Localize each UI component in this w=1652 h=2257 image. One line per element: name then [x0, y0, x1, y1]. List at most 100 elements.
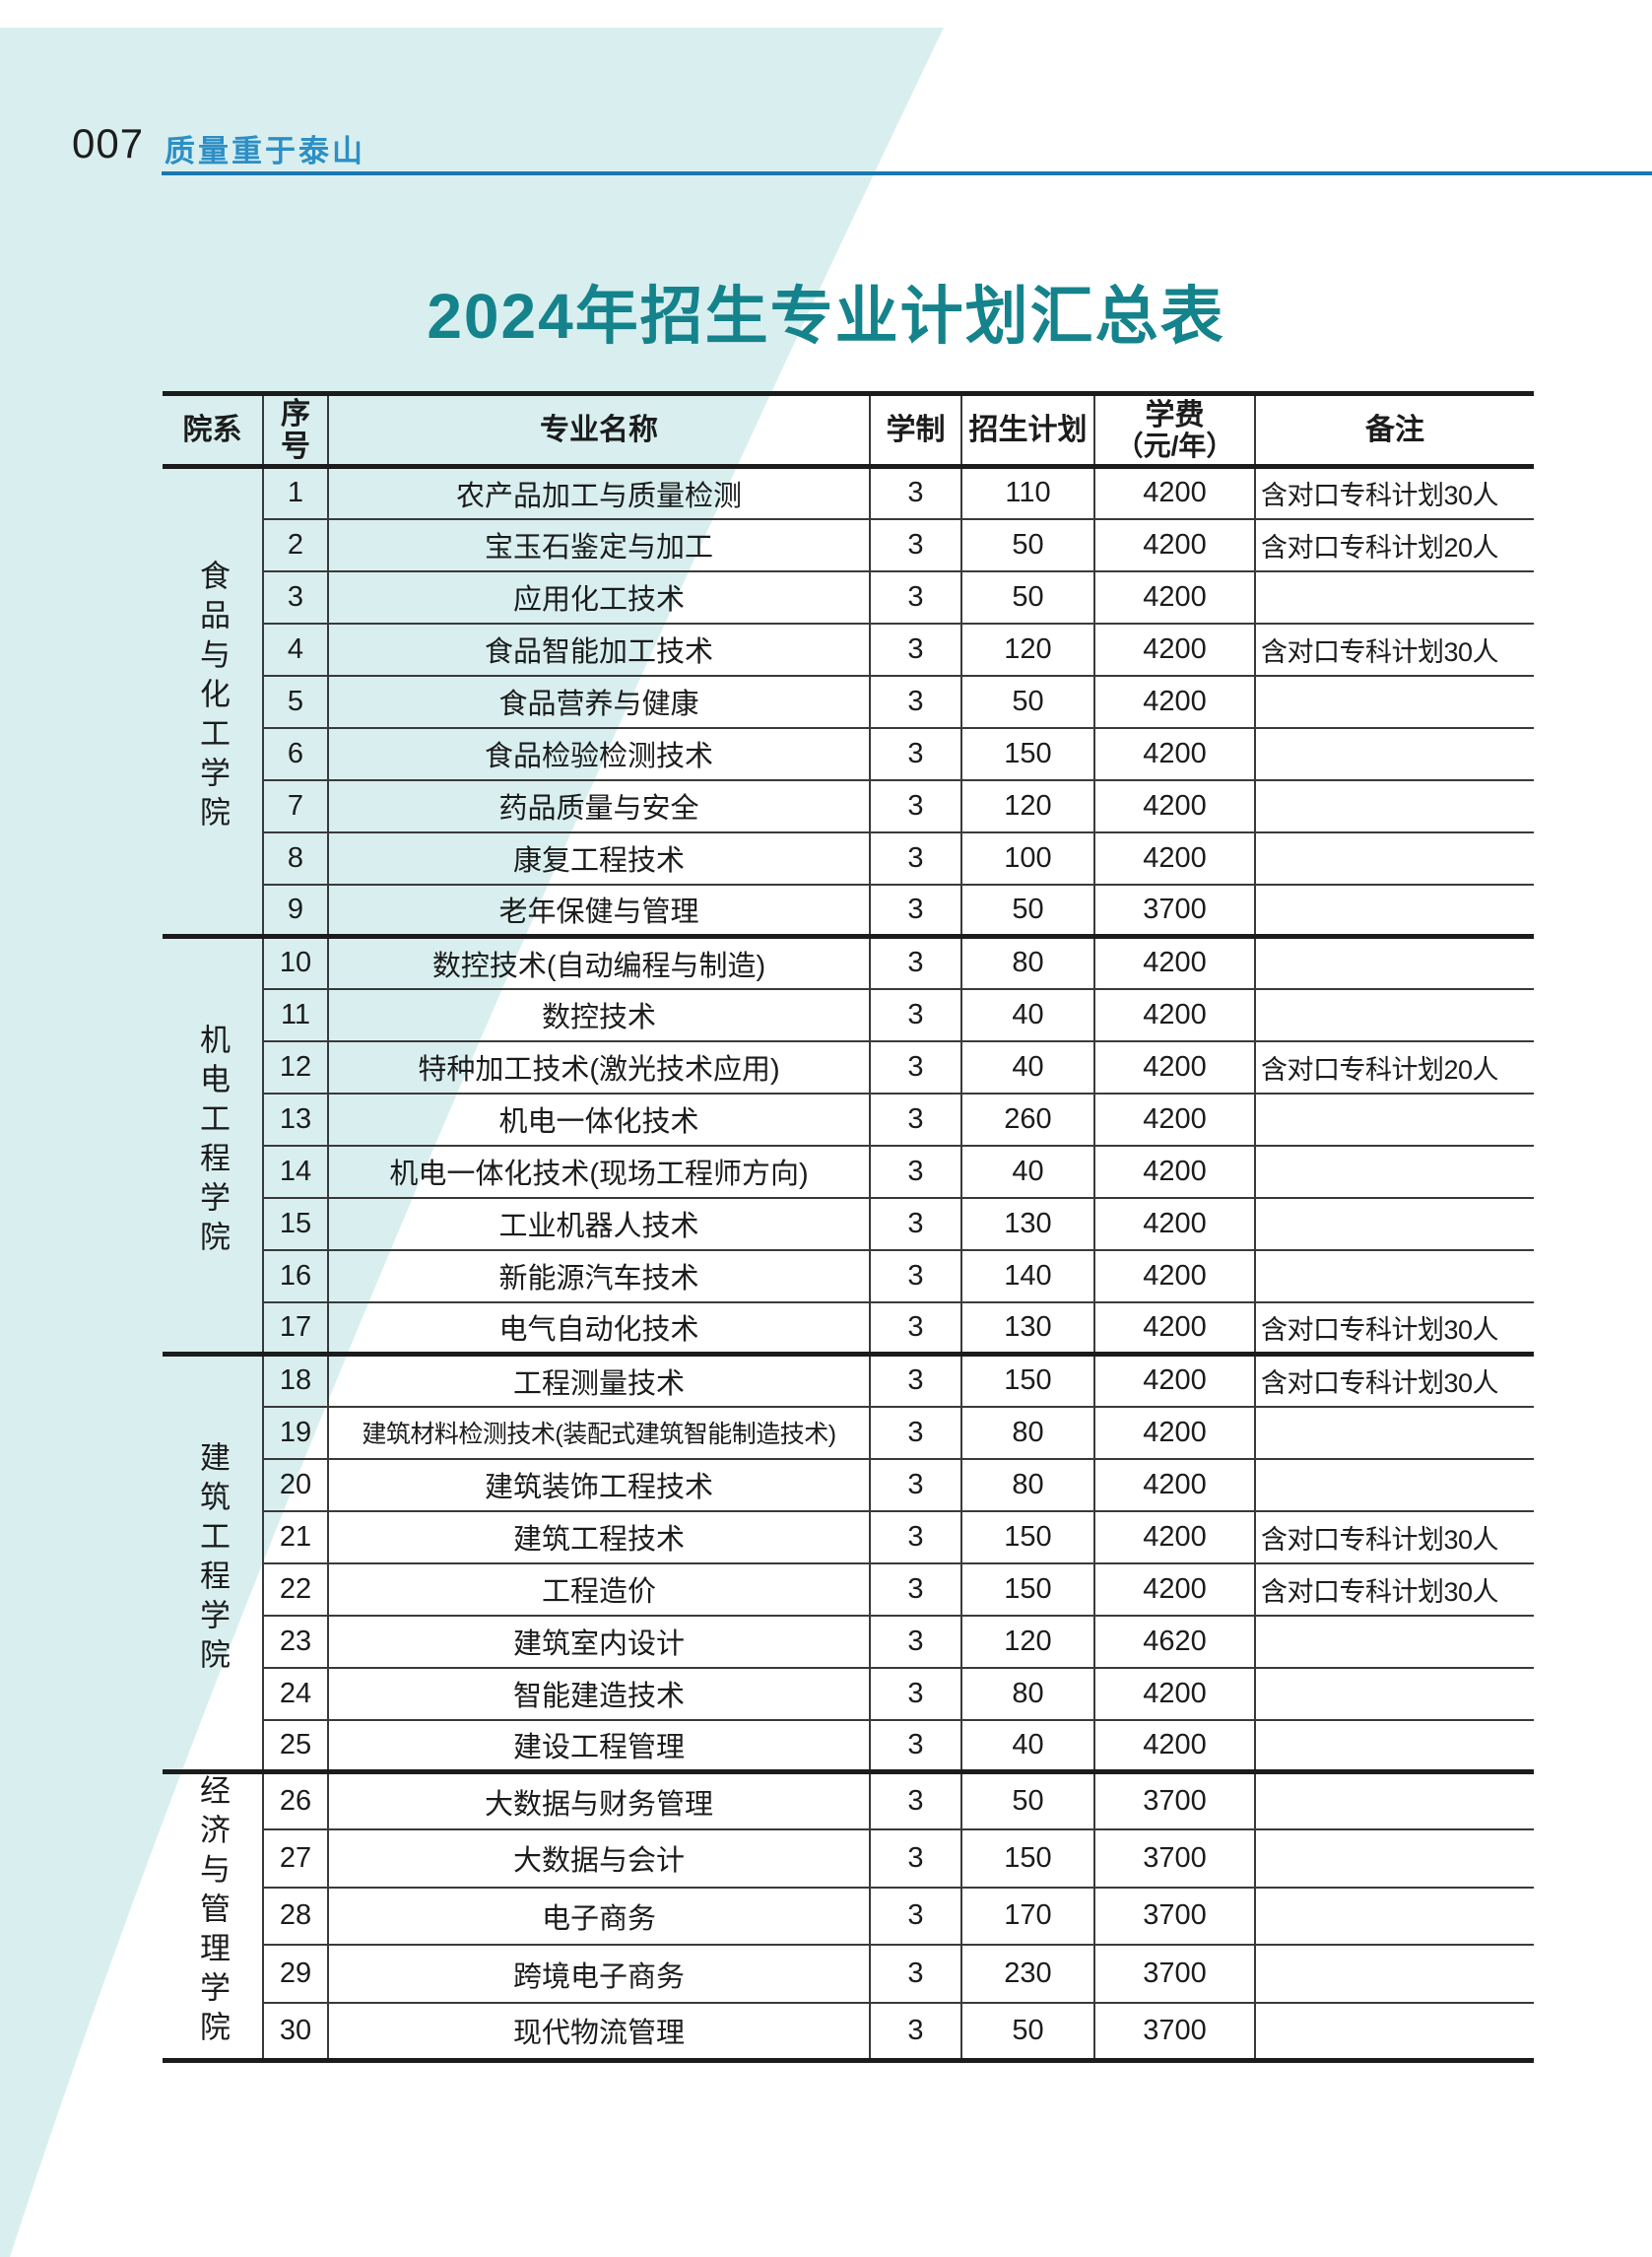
- major-name-cell: 工程造价: [327, 1561, 870, 1616]
- plan-cell: 80: [960, 1666, 1094, 1720]
- major-name-cell: 数控技术(自动编程与制造): [327, 934, 870, 989]
- header-underline: [162, 171, 1652, 175]
- table-row: 30 现代物流管理 3 50 3700: [163, 2001, 1534, 2061]
- note-cell: [1254, 1248, 1534, 1302]
- major-name-cell: 建筑工程技术: [327, 1509, 870, 1563]
- duration-cell: 3: [869, 934, 961, 989]
- plan-cell: 40: [960, 1718, 1094, 1772]
- note-cell: [1254, 1886, 1534, 1946]
- duration-cell: 3: [869, 1561, 961, 1616]
- table-row: 7 药品质量与安全 3 120 4200: [163, 778, 1534, 832]
- header-college: 院系: [163, 393, 263, 469]
- tuition-cell: 4200: [1093, 1405, 1255, 1459]
- row-number-cell: 22: [262, 1561, 328, 1616]
- duration-cell: 3: [869, 1039, 961, 1094]
- duration-cell: 3: [869, 1769, 961, 1830]
- note-cell: 含对口专科计划30人: [1254, 466, 1534, 519]
- plan-cell: 120: [960, 778, 1094, 832]
- plan-cell: 50: [960, 1769, 1094, 1830]
- row-number-cell: 1: [262, 466, 328, 519]
- major-name-cell: 跨境电子商务: [327, 1944, 870, 2003]
- major-name-cell: 数控技术: [327, 987, 870, 1041]
- table-row: 食品与化工学院 1 农产品加工与质量检测 3 110 4200 含对口专科计划30人: [163, 466, 1534, 835]
- table-row: 23 建筑室内设计 3 120 4620: [163, 1614, 1534, 1668]
- note-cell: 含对口专科计划30人: [1254, 1509, 1534, 1563]
- major-name-cell: 工程测量技术: [327, 1352, 870, 1407]
- note-cell: [1254, 1457, 1534, 1511]
- table-row: 9 老年保健与管理 3 50 3700: [163, 883, 1534, 937]
- plan-cell: 150: [960, 726, 1094, 780]
- major-name-cell: 现代物流管理: [327, 2001, 870, 2061]
- note-cell: [1254, 1614, 1534, 1668]
- note-cell: [1254, 1769, 1534, 1830]
- plan-cell: 50: [960, 569, 1094, 624]
- note-cell: [1254, 2001, 1534, 2061]
- note-cell: [1254, 1196, 1534, 1250]
- table-row: 21 建筑工程技术 3 150 4200 含对口专科计划30人: [163, 1509, 1534, 1563]
- row-number-cell: 6: [262, 726, 328, 780]
- plan-cell: 80: [960, 1457, 1094, 1511]
- table-row: 20 建筑装饰工程技术 3 80 4200: [163, 1457, 1534, 1511]
- major-name-cell: 宝玉石鉴定与加工: [327, 517, 870, 571]
- table-row: 15 工业机器人技术 3 130 4200: [163, 1196, 1534, 1250]
- major-name-cell: 食品智能加工技术: [327, 622, 870, 676]
- table-row: 27 大数据与会计 3 150 3700: [163, 1828, 1534, 1888]
- major-name-cell: 食品检验检测技术: [327, 726, 870, 780]
- note-cell: [1254, 883, 1534, 937]
- table-body: 食品与化工学院 1 农产品加工与质量检测 3 110 4200 含对口专科计划30人 2 宝玉石…: [163, 466, 1534, 2061]
- plan-cell: 130: [960, 1300, 1094, 1355]
- page-number: 007: [72, 120, 145, 166]
- table-row: 6 食品检验检测技术 3 150 4200: [163, 726, 1534, 780]
- table-row: 建筑工程学院 18 工程测量技术 3 150 4200 含对口专科计划30人: [163, 1352, 1534, 1772]
- plan-cell: 130: [960, 1196, 1094, 1250]
- major-name-cell: 建筑装饰工程技术: [327, 1457, 870, 1511]
- tuition-cell: 4200: [1093, 466, 1255, 519]
- row-number-cell: 25: [262, 1718, 328, 1772]
- duration-cell: 3: [869, 622, 961, 676]
- plan-cell: 150: [960, 1352, 1094, 1407]
- major-name-cell: 建筑材料检测技术(装配式建筑智能制造技术): [327, 1405, 870, 1459]
- tuition-cell: 4200: [1093, 1039, 1255, 1094]
- note-cell: [1254, 1092, 1534, 1146]
- major-name-cell: 应用化工技术: [327, 569, 870, 624]
- row-number-cell: 26: [262, 1769, 328, 1830]
- row-number-cell: 13: [262, 1092, 328, 1146]
- plan-cell: 120: [960, 622, 1094, 676]
- table-row: 11 数控技术 3 40 4200: [163, 987, 1534, 1041]
- plan-cell: 110: [960, 466, 1094, 519]
- college-label-cell: 经济与管理学院: [163, 1769, 263, 2061]
- table-row: 25 建设工程管理 3 40 4200: [163, 1718, 1534, 1772]
- plan-cell: 50: [960, 883, 1094, 937]
- table-row: 13 机电一体化技术 3 260 4200: [163, 1092, 1534, 1146]
- duration-cell: 3: [869, 466, 961, 519]
- duration-cell: 3: [869, 569, 961, 624]
- tuition-cell: 4200: [1093, 778, 1255, 832]
- table-row: 24 智能建造技术 3 80 4200: [163, 1666, 1534, 1720]
- row-number-cell: 24: [262, 1666, 328, 1720]
- major-name-cell: 电气自动化技术: [327, 1300, 870, 1355]
- duration-cell: 3: [869, 674, 961, 728]
- table-row: 3 应用化工技术 3 50 4200: [163, 569, 1534, 624]
- duration-cell: 3: [869, 1666, 961, 1720]
- college-label-cell: 食品与化工学院: [163, 467, 263, 937]
- note-cell: [1254, 569, 1534, 624]
- major-name-cell: 电子商务: [327, 1886, 870, 1946]
- row-number-cell: 18: [262, 1352, 328, 1407]
- duration-cell: 3: [869, 1196, 961, 1250]
- row-number-cell: 15: [262, 1196, 328, 1250]
- plan-cell: 100: [960, 830, 1094, 885]
- table-row: 19 建筑材料检测技术(装配式建筑智能制造技术) 3 80 4200: [163, 1405, 1534, 1459]
- note-cell: [1254, 1718, 1534, 1772]
- duration-cell: 3: [869, 2001, 961, 2061]
- plan-cell: 80: [960, 934, 1094, 989]
- note-cell: [1254, 1944, 1534, 2003]
- major-name-cell: 康复工程技术: [327, 830, 870, 885]
- table-row: 8 康复工程技术 3 100 4200: [163, 830, 1534, 885]
- header-note: 备注: [1254, 393, 1534, 469]
- row-number-cell: 7: [262, 778, 328, 832]
- college-label: 机电工程学院: [195, 1023, 230, 1260]
- tuition-cell: 4200: [1093, 569, 1255, 624]
- duration-cell: 3: [869, 1352, 961, 1407]
- tuition-cell: 4200: [1093, 1666, 1255, 1720]
